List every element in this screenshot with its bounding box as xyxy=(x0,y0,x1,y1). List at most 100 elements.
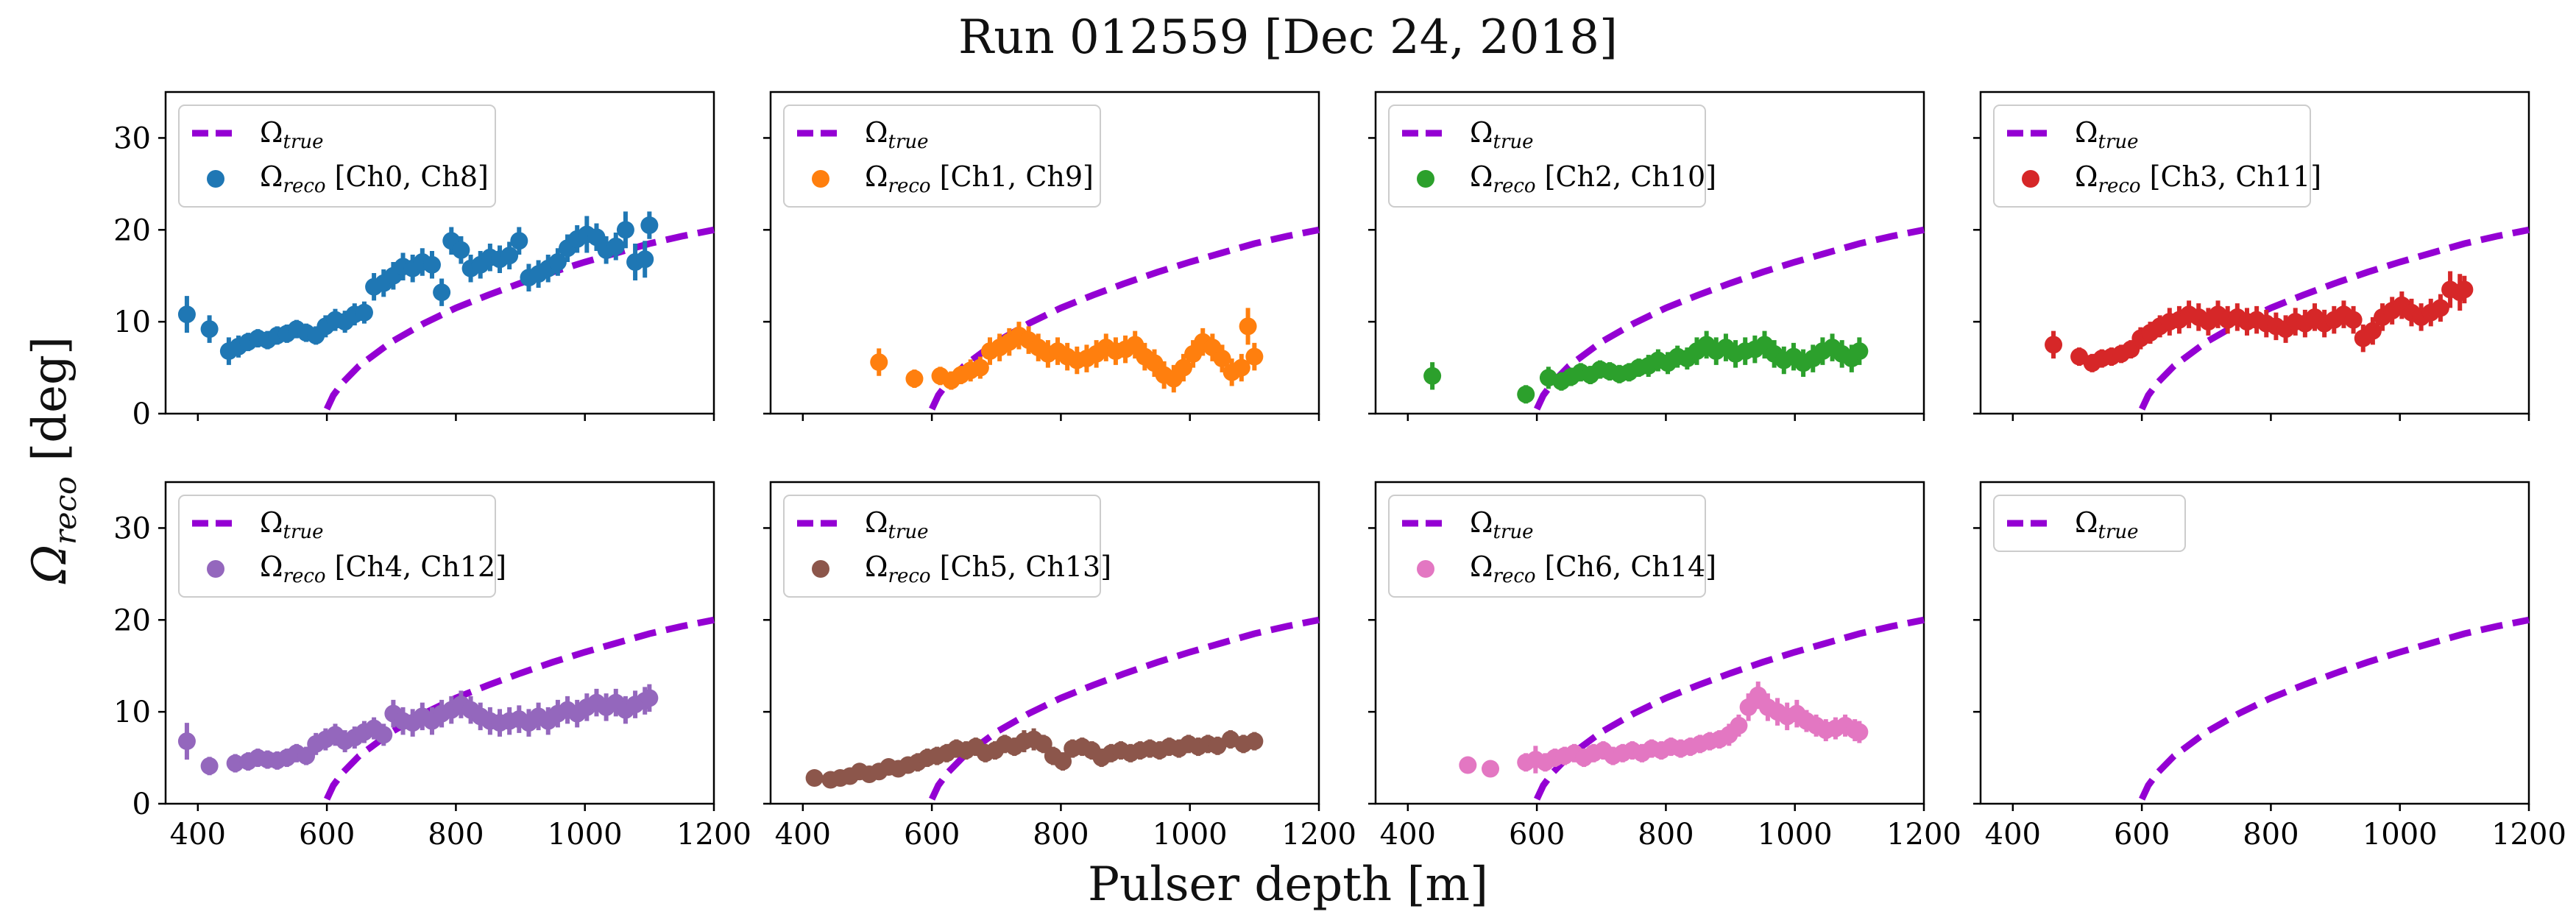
legend-reco-symbol: Ω xyxy=(2075,160,2098,193)
data-point xyxy=(640,216,659,235)
legend-box xyxy=(1993,495,2186,552)
axes-frame xyxy=(1374,481,1925,805)
data-point xyxy=(1213,350,1231,368)
legend-box xyxy=(783,105,1101,208)
legend-reco-label: Ωreco [Ch4, Ch12] xyxy=(260,551,506,587)
legend-reco-channels: [Ch1, Ch9] xyxy=(931,160,1094,193)
figure-title: Run 012559 [Dec 24, 2018] xyxy=(958,10,1618,65)
legend-box xyxy=(178,105,496,208)
panel-Ch0: 0 10 20 30 Ωtrue Ωreco [Ch0, Ch8] xyxy=(113,91,715,431)
axes-frame xyxy=(164,481,715,805)
true-curve-line xyxy=(1534,616,1925,801)
y-axis-label-symbol: Ω xyxy=(23,544,78,584)
legend-reco-label: Ωreco [Ch3, Ch11] xyxy=(2075,160,2321,197)
x-tick-label: 600 xyxy=(1509,818,1565,852)
data-point xyxy=(177,305,196,324)
legend-true-symbol: Ω xyxy=(1470,116,1493,149)
data-point xyxy=(548,252,567,271)
data-point xyxy=(1034,735,1052,753)
panel-Ch3: Ωtrue Ωreco [Ch3, Ch11] xyxy=(1973,91,2530,421)
data-point xyxy=(177,732,196,751)
x-tick-label: 400 xyxy=(775,818,831,852)
legend-box xyxy=(1388,105,1706,208)
legend-true-symbol: Ω xyxy=(2075,506,2098,539)
legend-reco-channels: [Ch2, Ch10] xyxy=(1536,160,1717,193)
x-tick-label: 1000 xyxy=(548,818,623,852)
legend-box xyxy=(1388,495,1706,598)
data-point xyxy=(452,241,470,259)
data-point xyxy=(1850,342,1869,361)
legend-reco-label: Ωreco [Ch5, Ch13] xyxy=(865,551,1111,587)
legend-reco-channels: [Ch3, Ch11] xyxy=(2141,160,2322,193)
legend-true-label: Ωtrue xyxy=(2075,506,2139,543)
data-point xyxy=(1174,358,1192,377)
data-point xyxy=(200,320,219,339)
legend-reco-channels: [Ch0, Ch8] xyxy=(326,160,489,193)
data-point xyxy=(1850,723,1869,741)
y-tick-label: 10 xyxy=(113,305,151,339)
y-tick-label: 20 xyxy=(113,604,151,637)
data-point xyxy=(375,726,393,744)
data-point xyxy=(2363,322,2382,340)
data-point xyxy=(587,228,606,247)
x-tick-label: 800 xyxy=(1033,818,1089,852)
legend-true-label: Ωtrue xyxy=(1470,506,1534,543)
legend-true-label: Ωtrue xyxy=(2075,116,2139,153)
legend-true-symbol: Ω xyxy=(1470,506,1493,539)
data-point xyxy=(510,232,528,250)
legend-true-label: Ωtrue xyxy=(1470,116,1534,153)
data-point xyxy=(616,221,634,239)
data-point xyxy=(1245,347,1264,366)
legend-reco-subscript: reco xyxy=(283,565,326,587)
data-point xyxy=(200,757,219,775)
legend-box xyxy=(1993,105,2311,208)
legend-reco-label: Ωreco [Ch0, Ch8] xyxy=(260,160,489,197)
x-tick-label: 800 xyxy=(2243,818,2299,852)
legend-true-label: Ωtrue xyxy=(865,506,929,543)
axes-frame xyxy=(164,91,715,415)
legend-true-symbol: Ω xyxy=(2075,116,2098,149)
true-curve-line xyxy=(2139,616,2530,801)
legend-reco-marker xyxy=(207,170,224,188)
x-tick-label: 800 xyxy=(1638,818,1694,852)
legend-reco-subscript: reco xyxy=(283,175,326,197)
legend-true-subscript: true xyxy=(2098,521,2139,543)
data-point xyxy=(1184,344,1203,363)
x-tick-label: 600 xyxy=(299,818,355,852)
x-tick-label: 1200 xyxy=(2491,818,2566,852)
y-tick-label: 10 xyxy=(113,696,151,729)
legend-reco-marker xyxy=(207,560,224,578)
legend-box xyxy=(178,495,496,598)
legend-reco-channels: [Ch6, Ch14] xyxy=(1536,551,1717,583)
true-curve-line xyxy=(324,616,715,801)
data-point xyxy=(1126,336,1144,354)
axes-frame xyxy=(769,91,1320,415)
data-point xyxy=(1145,354,1164,372)
y-tick-label: 0 xyxy=(132,397,151,431)
y-tick-label: 20 xyxy=(113,213,151,247)
legend-reco-label: Ωreco [Ch1, Ch9] xyxy=(865,160,1094,197)
legend-box xyxy=(783,495,1101,598)
axes-frame xyxy=(769,481,1320,805)
x-tick-label: 1200 xyxy=(1886,818,1961,852)
data-point xyxy=(640,689,659,707)
legend-reco-symbol: Ω xyxy=(260,160,283,193)
x-tick-label: 400 xyxy=(1985,818,2041,852)
legend-reco-subscript: reco xyxy=(888,175,931,197)
x-axis-label: Pulser depth [m] xyxy=(1087,857,1489,912)
legend-reco-label: Ωreco [Ch2, Ch10] xyxy=(1470,160,1716,197)
panel-empty: 400 600 800 1000 1200 Ωtrue xyxy=(1973,481,2566,852)
data-point xyxy=(636,250,654,269)
legend-true-subscript: true xyxy=(283,521,324,543)
legend-true-subscript: true xyxy=(283,131,324,153)
legend-reco-marker xyxy=(2022,170,2039,188)
true-curve-line xyxy=(2139,226,2530,411)
legend-true-subscript: true xyxy=(888,131,929,153)
x-tick-label: 400 xyxy=(1380,818,1436,852)
y-tick-label: 30 xyxy=(113,121,151,155)
legend-reco-subscript: reco xyxy=(1493,565,1536,587)
data-point xyxy=(606,237,625,255)
